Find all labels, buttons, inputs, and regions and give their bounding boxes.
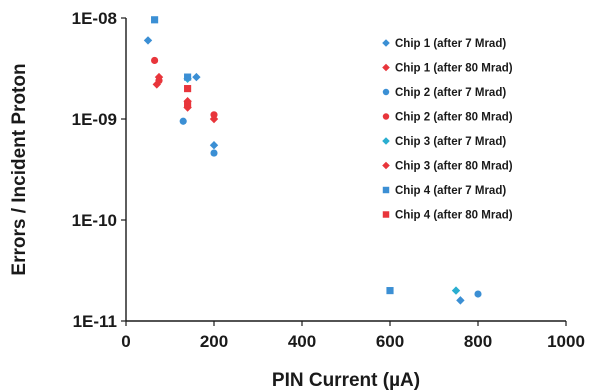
data-point [184, 73, 192, 81]
legend-marker [382, 88, 390, 96]
data-point [210, 149, 218, 157]
data-point [210, 111, 218, 119]
data-point [451, 286, 461, 295]
legend-marker [382, 113, 390, 120]
data-point [184, 85, 192, 93]
legend-label: Chip 4 (after 80 Mrad) [395, 210, 513, 222]
data-point [151, 16, 159, 24]
y-tick-label: 1E-10 [72, 211, 117, 230]
data-point [143, 36, 153, 45]
legend-marker [382, 211, 390, 218]
legend-label: Chip 3 (after 80 Mrad) [395, 161, 513, 173]
data-point [386, 287, 394, 295]
legend-marker [382, 137, 390, 145]
legend-label: Chip 4 (after 7 Mrad) [395, 185, 506, 197]
legend-label: Chip 1 (after 80 Mrad) [395, 63, 513, 75]
data-point [474, 290, 482, 298]
legend-label: Chip 3 (after 7 Mrad) [395, 136, 506, 148]
x-tick-label: 400 [288, 332, 316, 351]
y-axis-title: Errors / Incident Proton [9, 63, 30, 275]
x-axis-title: PIN Current (µA) [272, 370, 420, 391]
legend-marker [382, 186, 390, 194]
chart-points [143, 16, 482, 305]
data-point [184, 100, 192, 108]
x-tick-label: 200 [200, 332, 228, 351]
y-tick-label: 1E-08 [72, 9, 117, 28]
data-point [151, 56, 159, 65]
chart-legend: Chip 1 (after 7 Mrad) Chip 1 (after 80 Mr… [382, 38, 513, 222]
chart-axes [125, 18, 566, 322]
x-tick-label: 1000 [547, 332, 585, 351]
legend-label: Chip 2 (after 7 Mrad) [395, 87, 506, 99]
data-point [456, 296, 465, 305]
data-point [209, 141, 219, 150]
y-tick-label: 1E-11 [73, 312, 117, 331]
data-point [192, 72, 201, 82]
y-tick-label: 1E-09 [72, 110, 117, 129]
data-point [179, 117, 187, 125]
legend-label: Chip 1 (after 7 Mrad) [395, 38, 506, 50]
data-point [154, 72, 164, 82]
x-tick-label: 600 [376, 332, 404, 351]
x-tick-label: 800 [464, 332, 492, 351]
chart-ticks: 0 200 400 600 800 1000 1E-11 1E-10 1E-09 1E-08 [72, 9, 585, 351]
legend-label: Chip 2 (after 80 Mrad) [395, 112, 513, 124]
legend-marker [382, 39, 390, 47]
x-tick-label: 0 [121, 332, 130, 351]
legend-marker [382, 63, 390, 72]
data-point [209, 114, 219, 124]
legend-marker [382, 161, 390, 170]
